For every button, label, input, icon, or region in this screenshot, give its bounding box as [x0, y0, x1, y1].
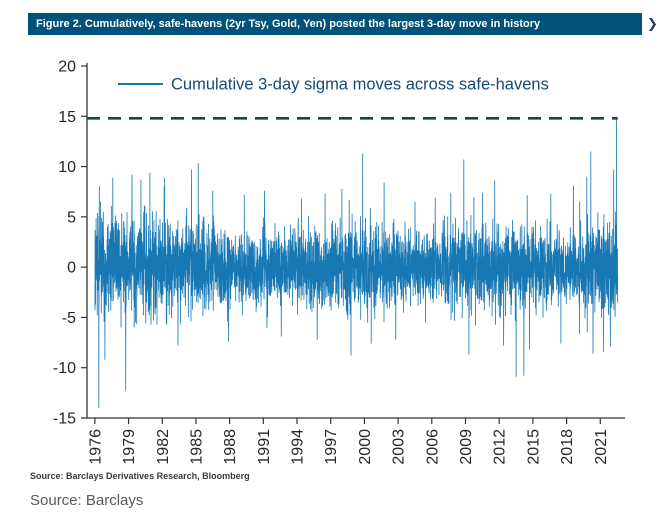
y-tick-label: 20 — [58, 59, 76, 76]
x-tick-label: 2000 — [357, 429, 374, 465]
x-tick-label: 1997 — [323, 429, 340, 465]
x-tick-label: 1991 — [256, 429, 273, 465]
x-tick-label: 2009 — [458, 429, 475, 465]
page-source-caption: Source: Barclays — [30, 492, 144, 509]
chart-source-note: Source: Barclays Derivatives Research, B… — [30, 471, 250, 481]
figure-header-row: Figure 2. Cumulatively, safe-havens (2yr… — [28, 13, 658, 36]
x-tick-label: 1976 — [87, 429, 104, 465]
x-tick-label: 2018 — [559, 429, 576, 465]
chevron-right-icon[interactable]: ❯ — [647, 16, 658, 32]
y-tick-label: -5 — [62, 310, 76, 327]
x-tick-label: 1985 — [188, 429, 205, 465]
x-tick-label: 1982 — [155, 429, 172, 465]
x-tick-label: 2012 — [492, 429, 509, 465]
x-tick-label: 1988 — [222, 429, 239, 465]
x-tick-label: 1979 — [121, 429, 138, 465]
y-tick-label: 0 — [67, 260, 76, 277]
x-tick-label: 2003 — [391, 429, 408, 465]
sigma-series-line — [94, 118, 619, 408]
x-tick-label: 2006 — [424, 429, 441, 465]
y-tick-label: 10 — [58, 159, 76, 176]
x-tick-label: 1994 — [290, 429, 307, 465]
legend-label: Cumulative 3-day sigma moves across safe… — [171, 76, 549, 94]
y-tick-label: -15 — [53, 411, 76, 428]
x-tick-label: 2015 — [525, 429, 542, 465]
y-tick-label: -10 — [53, 360, 76, 377]
y-tick-label: 5 — [67, 209, 76, 226]
x-tick-label: 2021 — [593, 429, 610, 465]
y-tick-label: 15 — [58, 109, 76, 126]
figure-header: Figure 2. Cumulatively, safe-havens (2yr… — [28, 13, 642, 36]
figure-title: Figure 2. Cumulatively, safe-havens (2yr… — [36, 18, 541, 30]
